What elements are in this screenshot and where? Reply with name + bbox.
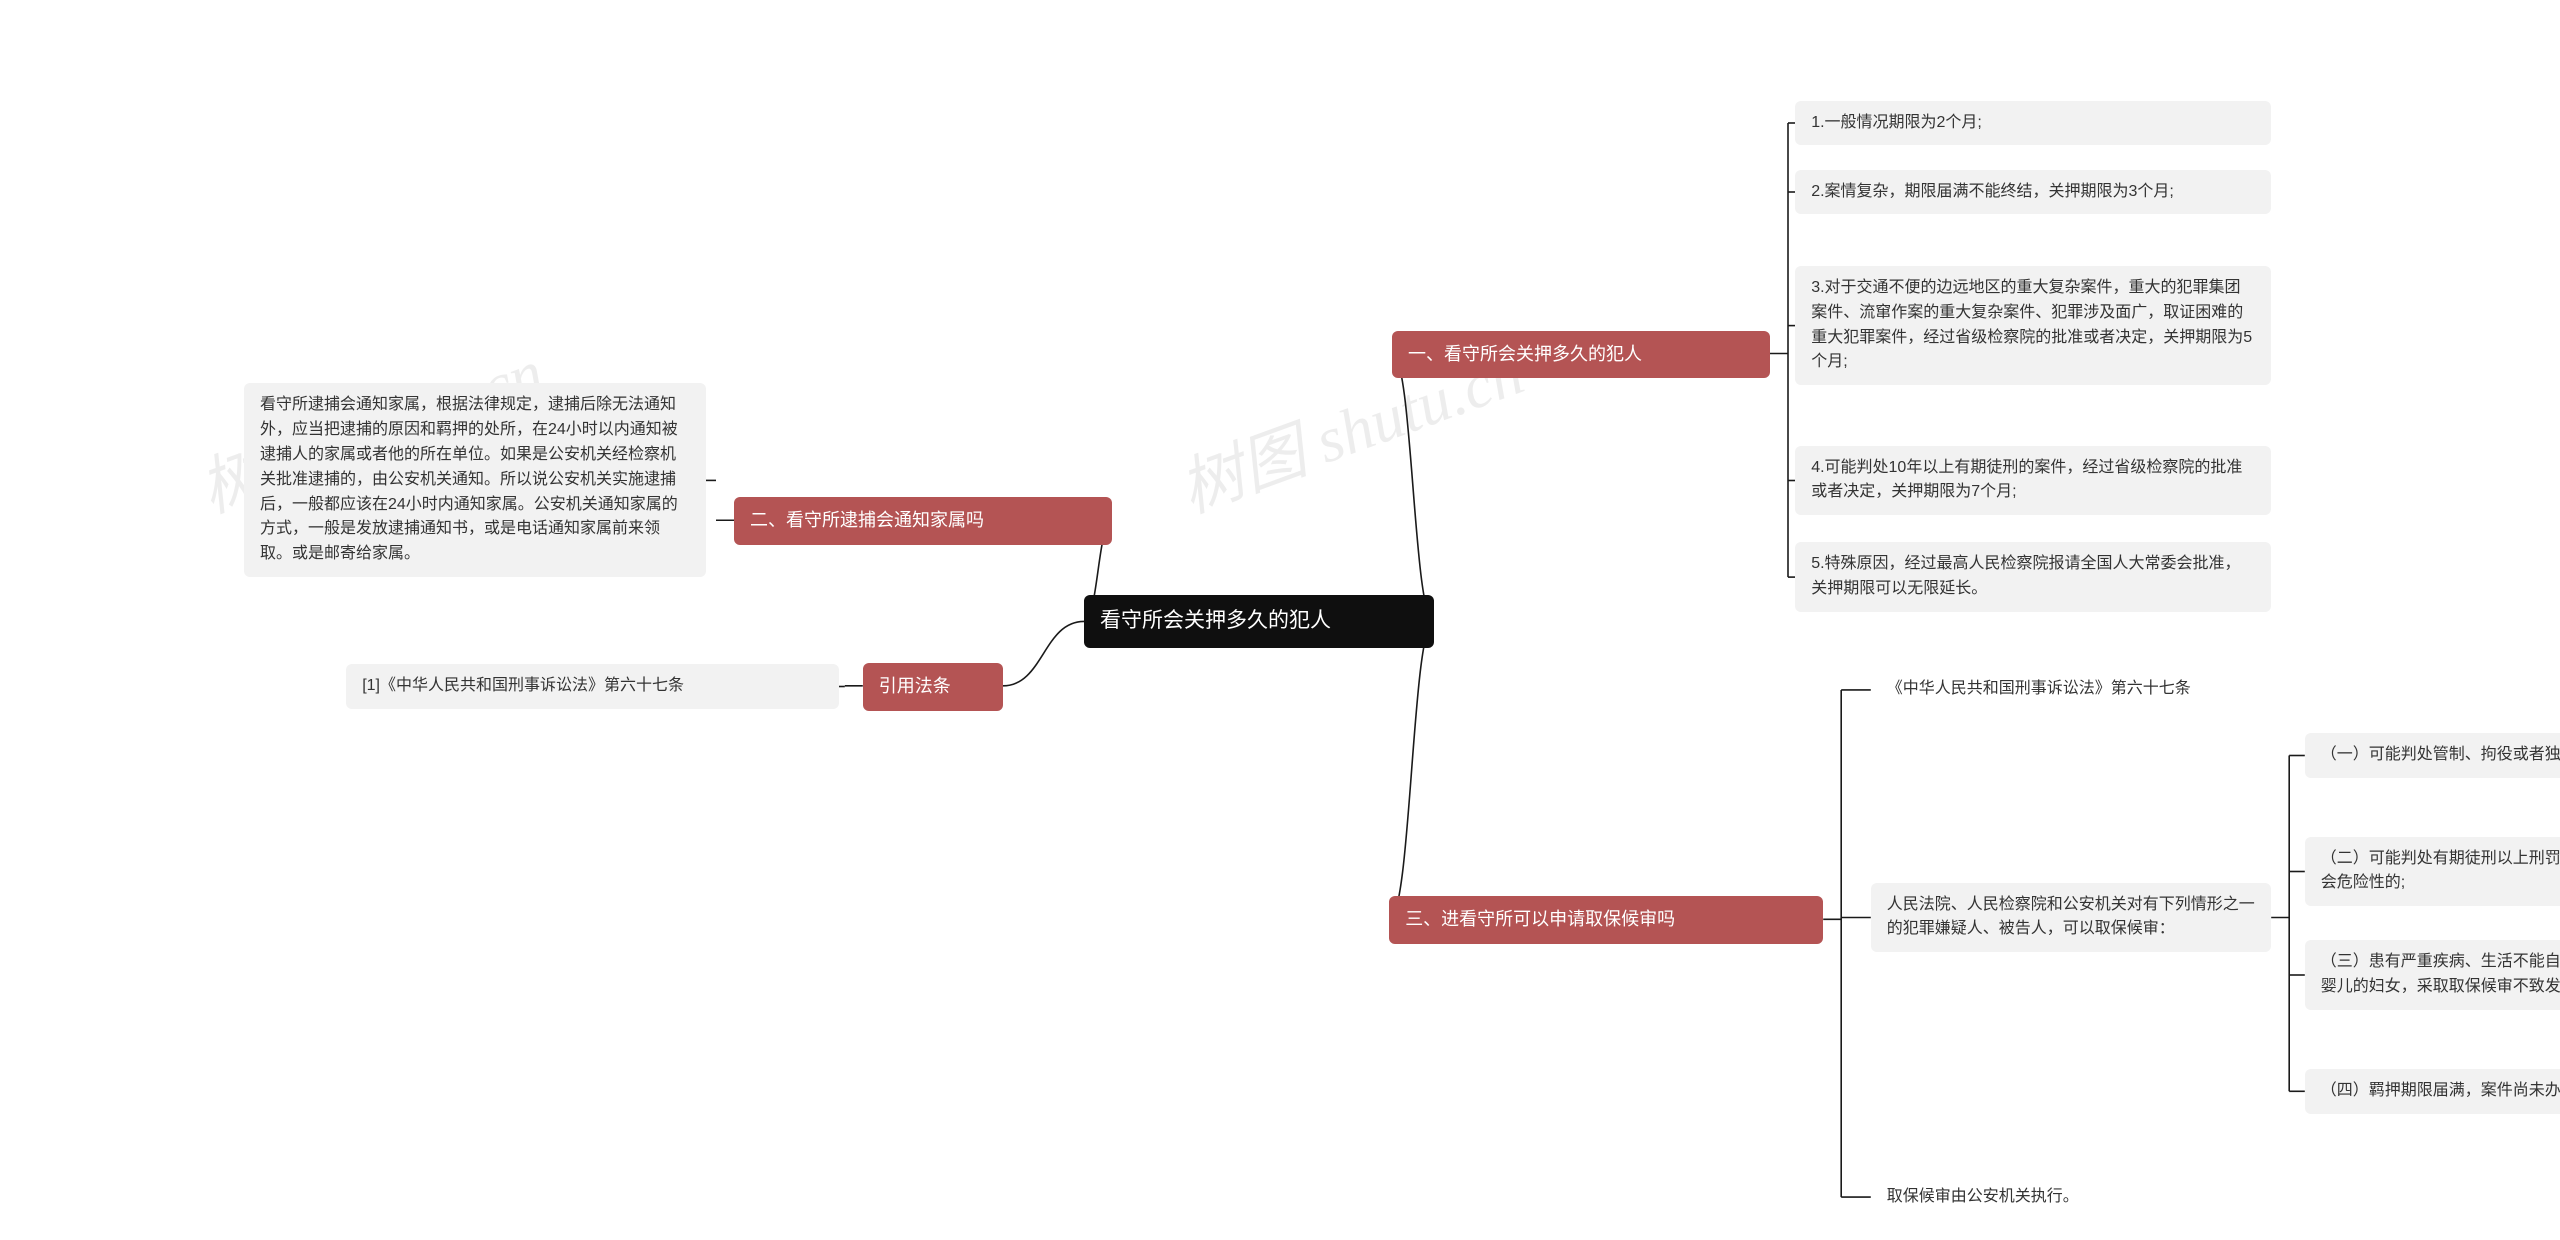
child-b3c1: 《中华人民共和国刑事诉讼法》第六十七条	[1871, 667, 2333, 712]
leaf-b1l4: 4.可能判处10年以上有期徒刑的案件，经过省级检察院的批准或者决定，关押期限为7…	[1795, 446, 2271, 516]
branch-b2: 二、看守所逮捕会通知家属吗	[734, 497, 1112, 545]
subleaf-b3c2b: （二）可能判处有期徒刑以上刑罚，采取取保候审不致发生社会危险性的;	[2305, 837, 2560, 907]
branch-b1: 一、看守所会关押多久的犯人	[1392, 331, 1770, 379]
root-node: 看守所会关押多久的犯人	[1084, 595, 1434, 648]
leaf-b1l1: 1.一般情况期限为2个月;	[1795, 101, 2271, 146]
branch-b4: 引用法条	[863, 663, 1003, 711]
subleaf-b3c2a: （一）可能判处管制、拘役或者独立适用附加刑的;	[2305, 733, 2560, 778]
child-b3c2: 人民法院、人民检察院和公安机关对有下列情形之一的犯罪嫌疑人、被告人，可以取保候审…	[1871, 883, 2271, 953]
leaf-b1l2: 2.案情复杂，期限届满不能终结，关押期限为3个月;	[1795, 170, 2271, 215]
subleaf-b3c2c: （三）患有严重疾病、生活不能自理，怀孕或者正在哺乳自己婴儿的妇女，采取取保候审不…	[2305, 940, 2560, 1010]
leaf-b2l1: 看守所逮捕会通知家属，根据法律规定，逮捕后除无法通知外，应当把逮捕的原因和羁押的…	[244, 383, 706, 577]
leaf-b1l5: 5.特殊原因，经过最高人民检察院报请全国人大常委会批准，关押期限可以无限延长。	[1795, 542, 2271, 612]
child-b3c3: 取保候审由公安机关执行。	[1871, 1175, 2193, 1220]
branch-b3: 三、进看守所可以申请取保候审吗	[1389, 896, 1823, 944]
leaf-b1l3: 3.对于交通不便的边远地区的重大复杂案件，重大的犯罪集团案件、流窜作案的重大复杂…	[1795, 266, 2271, 385]
leaf-b4l1: [1]《中华人民共和国刑事诉讼法》第六十七条	[346, 664, 839, 709]
subleaf-b3c2d: （四）羁押期限届满，案件尚未办结，需要采取取保候审的。	[2305, 1069, 2560, 1114]
